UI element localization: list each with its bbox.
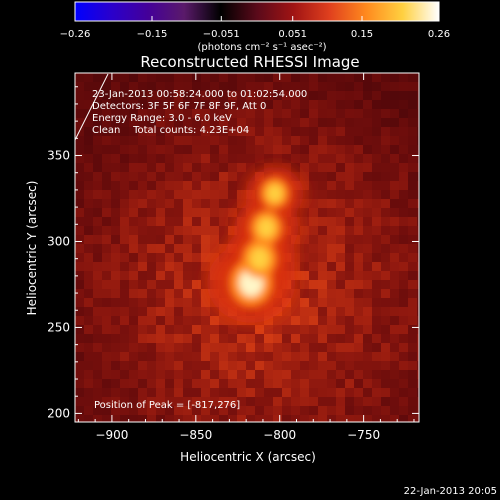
annotation-block: 23-Jan-2013 00:58:24.000 to 01:02:54.000…: [92, 89, 307, 411]
plot-area: −900 −850 −800 −750 200 250 300 350: [47, 72, 420, 442]
colorbar: −0.26 −0.15 −0.051 0.051 0.15 0.26 (photons c…: [60, 1, 450, 53]
y-tick-label: 200: [47, 406, 70, 420]
y-tick-label: 350: [47, 149, 70, 163]
peak-position-label: Position of Peak = [-817,276]: [94, 400, 240, 411]
colorbar-tick-label: −0.26: [60, 29, 91, 40]
colorbar-tick-label: −0.051: [203, 29, 240, 40]
x-tick-label: −850: [179, 428, 212, 442]
chart-title: Reconstructed RHESSI Image: [140, 53, 359, 71]
x-tick-label: −750: [347, 428, 380, 442]
x-axis: −900 −850 −800 −750: [77, 73, 415, 442]
x-tick-label: −900: [95, 428, 128, 442]
x-tick-label: −800: [263, 428, 296, 442]
y-tick-label: 250: [47, 320, 70, 334]
annotation-energy-range: Energy Range: 3.0 - 6.0 keV: [92, 113, 232, 124]
emission-core: [257, 217, 276, 238]
colorbar-unit-label: (photons cm⁻² s⁻¹ asec⁻²): [197, 42, 326, 53]
annotation-detectors: Detectors: 3F 5F 6F 7F 8F 9F, Att 0: [92, 101, 266, 112]
colorbar-tick-label: 0.051: [278, 29, 307, 40]
colorbar-tick-label: 0.15: [351, 29, 373, 40]
y-axis: 200 250 300 350: [47, 86, 419, 420]
emission-core: [266, 184, 283, 203]
x-axis-label: Heliocentric X (arcsec): [180, 450, 316, 464]
y-tick-label: 300: [47, 234, 70, 248]
footer-date: 22-Jan-2013 20:05: [404, 486, 497, 497]
plot-frame: [74, 72, 420, 423]
colorbar-fill: [74, 1, 440, 22]
y-axis-label: Heliocentric Y (arcsec): [25, 181, 39, 316]
emission-core: [249, 247, 270, 270]
limb-line: [75, 73, 109, 141]
heatmap-image: [75, 73, 419, 422]
annotation-clean-counts: Clean Total counts: 4.23E+04: [92, 125, 249, 136]
annotation-time-range: 23-Jan-2013 00:58:24.000 to 01:02:54.000: [92, 89, 307, 100]
colorbar-tick-label: −0.15: [137, 29, 168, 40]
colorbar-tick-label: 0.26: [428, 29, 450, 40]
